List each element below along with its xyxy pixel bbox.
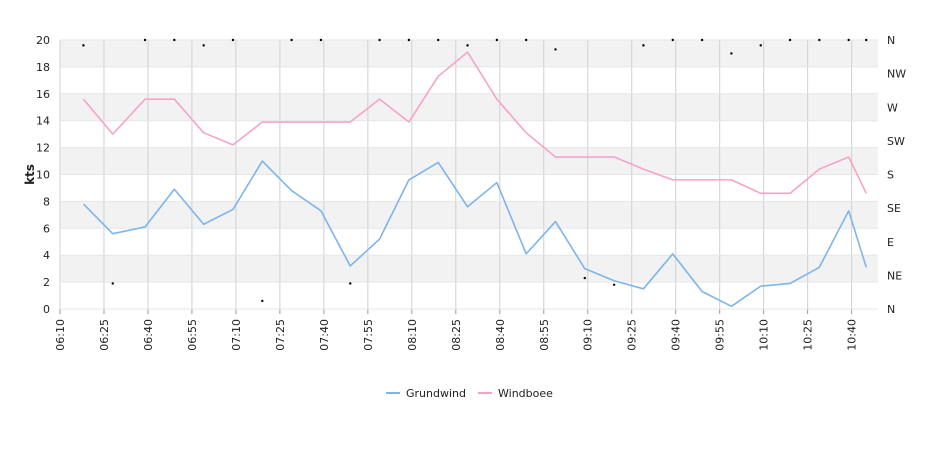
y-tick-label: 18 <box>36 61 50 74</box>
legend-label: Windboee <box>498 387 553 400</box>
direction-point <box>612 283 616 286</box>
direction-point <box>173 38 176 42</box>
y-tick-label: 16 <box>36 88 50 101</box>
direction-point <box>82 44 85 47</box>
x-tick-label: 09:25 <box>626 319 639 351</box>
x-tick-label: 07:25 <box>274 319 287 351</box>
y-tick-label: 10 <box>36 169 50 182</box>
right-tick-label: S <box>887 169 894 182</box>
direction-point <box>524 38 528 42</box>
right-tick-label: NW <box>887 68 906 81</box>
x-tick-label: 10:25 <box>802 319 815 351</box>
band <box>60 120 878 148</box>
direction-point <box>290 38 293 42</box>
direction-point <box>231 38 235 42</box>
y-axis-ticks: 0 2 4 6 8 10 12 14 16 18 20 <box>36 34 50 316</box>
direction-point <box>495 38 499 42</box>
x-tick-label: 09:55 <box>714 319 727 351</box>
band <box>60 93 878 121</box>
direction-point <box>818 38 821 42</box>
direction-point <box>437 38 440 42</box>
right-tick-label: W <box>887 101 898 114</box>
x-tick-label: 08:10 <box>406 319 419 351</box>
right-axis-ticks: N NE E SE S SW W NW N <box>887 34 906 316</box>
y-axis-title: kts <box>23 164 37 185</box>
direction-point <box>466 44 469 47</box>
legend: Grundwind Windboee <box>386 387 553 400</box>
x-tick-label: 08:55 <box>538 319 551 351</box>
x-tick-label: 06:40 <box>142 319 155 351</box>
x-tick-label: 07:40 <box>318 319 331 351</box>
y-tick-label: 12 <box>36 142 50 155</box>
y-tick-label: 4 <box>43 249 50 262</box>
direction-point <box>202 44 205 47</box>
direction-point <box>583 276 587 280</box>
band <box>60 147 878 175</box>
x-tick-label: 08:25 <box>450 319 463 351</box>
right-tick-label: NE <box>887 269 902 282</box>
y-tick-label: 14 <box>36 115 50 128</box>
band <box>60 255 878 283</box>
right-tick-label: SE <box>887 202 901 215</box>
x-tick-label: 09:40 <box>670 319 683 351</box>
right-tick-label: E <box>887 236 894 249</box>
band <box>60 228 878 256</box>
right-tick-label: SW <box>887 135 905 148</box>
direction-point <box>554 48 557 51</box>
y-tick-label: 20 <box>36 34 50 47</box>
direction-point <box>349 282 352 285</box>
direction-point <box>865 38 868 42</box>
y-tick-label: 6 <box>43 222 50 235</box>
x-tick-label: 06:10 <box>54 319 67 351</box>
direction-point <box>759 44 762 47</box>
series-line-grundwind <box>82 160 868 308</box>
y-tick-label: 8 <box>43 195 50 208</box>
direction-point <box>319 38 323 42</box>
series-lines <box>82 51 868 308</box>
right-tick-label: N <box>887 303 895 316</box>
band <box>60 66 878 94</box>
x-axis-ticks: 06:10 06:25 06:40 06:55 07:10 07:25 07:40 07:55… <box>54 319 859 351</box>
direction-point <box>847 38 850 42</box>
x-tick-label: 09:10 <box>582 319 595 351</box>
legend-label: Grundwind <box>406 387 466 400</box>
direction-point <box>407 38 411 42</box>
x-tick-label: 06:25 <box>98 319 111 351</box>
right-tick-label: N <box>887 34 895 47</box>
direction-point <box>143 38 147 42</box>
x-tick-label: 06:55 <box>186 319 199 351</box>
direction-point <box>730 52 733 55</box>
direction-point <box>261 299 264 303</box>
direction-point <box>788 38 792 42</box>
y-tick-label: 0 <box>43 303 50 316</box>
y-tick-label: 2 <box>43 276 50 289</box>
x-tick-label: 10:40 <box>846 319 859 351</box>
plot-bands <box>60 40 878 309</box>
x-tick-label: 10:10 <box>758 319 771 351</box>
direction-points <box>82 38 868 303</box>
x-tick-label: 07:55 <box>362 319 375 351</box>
x-tick-label: 08:40 <box>494 319 507 351</box>
band <box>60 282 878 309</box>
series-line-windboee <box>82 51 867 195</box>
direction-point <box>671 38 674 42</box>
band <box>60 174 878 202</box>
horizontal-gridlines <box>60 39 878 310</box>
direction-point <box>700 38 704 42</box>
x-tick-label: 07:10 <box>230 319 243 351</box>
direction-point <box>378 38 381 42</box>
legend-item[interactable]: Grundwind <box>386 387 466 400</box>
legend-item[interactable]: Windboee <box>478 387 553 400</box>
direction-point <box>642 44 645 47</box>
direction-point <box>111 282 114 285</box>
